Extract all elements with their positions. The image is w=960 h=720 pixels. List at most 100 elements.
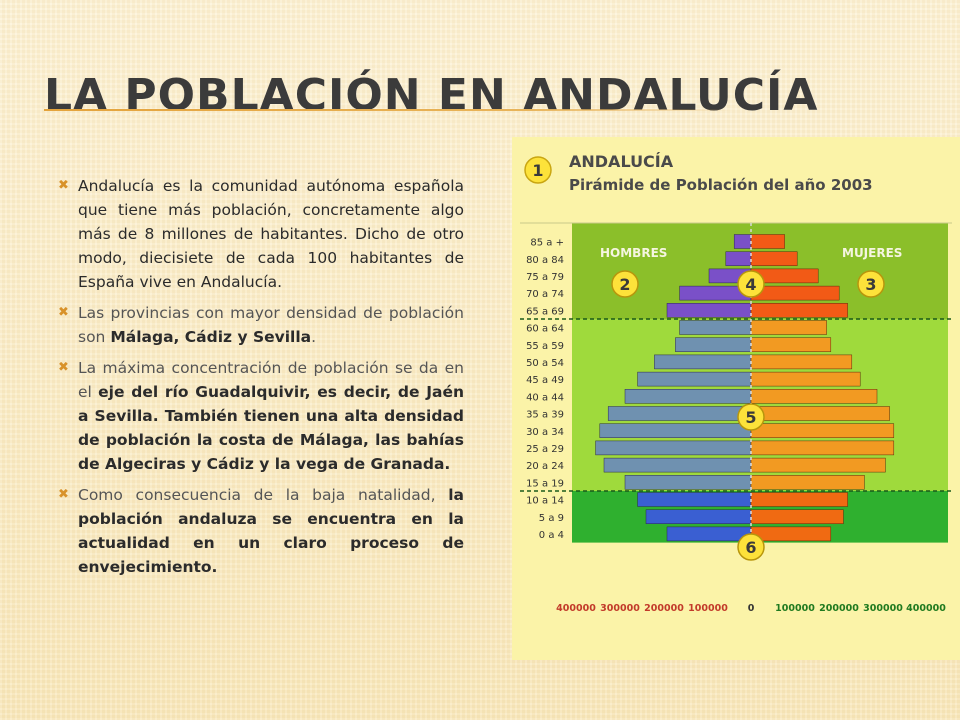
label-women: MUJERES xyxy=(842,246,902,260)
bullet-3: ✖ La máxima concentración de población s… xyxy=(58,356,464,476)
bar-men-15 xyxy=(637,492,752,507)
bar-women-12 xyxy=(750,440,895,456)
bar-women-7 xyxy=(750,354,853,370)
zone-marker-label-5: 5 xyxy=(745,408,756,427)
x-tick-5: 100000 xyxy=(775,603,815,614)
bar-women-13 xyxy=(750,457,886,473)
age-label-14: 15 a 19 xyxy=(526,478,564,489)
label-men: HOMBRES xyxy=(600,246,667,260)
bar-women-4 xyxy=(750,303,848,318)
bullet-1-text: Andalucía es la comunidad autónoma españ… xyxy=(78,177,464,291)
bullet-4-text: Como consecuencia de la baja natalidad, xyxy=(78,486,449,504)
x-tick-2: 200000 xyxy=(644,603,684,614)
age-label-9: 40 a 44 xyxy=(526,392,564,403)
age-label-1: 80 a 84 xyxy=(526,255,564,266)
bar-men-7 xyxy=(654,354,752,370)
zone-marker-label-4: 4 xyxy=(745,275,756,294)
figure-title-line1: ANDALUCÍA xyxy=(569,152,674,171)
bar-women-5 xyxy=(750,320,827,335)
zone-marker-label-3: 3 xyxy=(865,275,876,294)
x-tick-7: 300000 xyxy=(863,603,903,614)
title-underline xyxy=(44,109,734,111)
bar-men-1 xyxy=(725,251,752,266)
age-label-11: 30 a 34 xyxy=(526,427,564,438)
zone-markers: 2 3 4 5 6 xyxy=(611,270,885,561)
age-label-16: 5 a 9 xyxy=(539,513,564,524)
bullet-list: ✖ Andalucía es la comunidad autónoma esp… xyxy=(58,174,464,586)
bullet-3-text: La máxima concentración de población se … xyxy=(78,359,464,401)
bullet-4: ✖ Como consecuencia de la baja natalidad… xyxy=(58,483,464,579)
age-label-7: 50 a 54 xyxy=(526,358,564,369)
bar-women-14 xyxy=(750,475,865,490)
bullet-2-bold: Málaga, Cádiz y Sevilla xyxy=(110,328,312,346)
age-labels: 85 a + 80 a 84 75 a 79 70 a 74 65 a 69 60 a 6… xyxy=(526,238,564,541)
bar-women-6 xyxy=(750,337,832,352)
bar-men-8 xyxy=(637,371,752,387)
age-label-3: 70 a 74 xyxy=(526,289,564,300)
age-label-15: 10 a 14 xyxy=(526,496,564,507)
x-tick-3: 100000 xyxy=(688,603,728,614)
bullet-4-bold: la población andaluza se encuentra en la… xyxy=(78,486,464,576)
bar-men-5 xyxy=(679,320,752,335)
figure-title-line2: Pirámide de Población del año 2003 xyxy=(569,176,873,194)
x-tick-4: 0 xyxy=(748,603,755,614)
bar-men-13 xyxy=(603,457,752,473)
bar-women-8 xyxy=(750,371,861,387)
bullet-marker-icon: ✖ xyxy=(58,487,69,502)
age-label-0: 85 a + xyxy=(530,238,564,249)
x-tick-0: 400000 xyxy=(556,603,596,614)
bullet-2-end: . xyxy=(311,328,317,346)
age-label-17: 0 a 4 xyxy=(539,530,564,541)
age-label-4: 65 a 69 xyxy=(526,306,564,317)
figure-number-label: 1 xyxy=(532,161,543,180)
bar-men-4 xyxy=(666,303,752,318)
zone-marker-circle-2 xyxy=(611,270,639,298)
age-label-13: 20 a 24 xyxy=(526,461,564,472)
zone-marker-label-2: 2 xyxy=(619,275,630,294)
age-label-5: 60 a 64 xyxy=(526,324,564,335)
bullet-marker-icon: ✖ xyxy=(58,360,69,375)
bar-men-12 xyxy=(595,440,752,456)
bullet-2-text: Las provincias con mayor densidad de pob… xyxy=(78,304,464,346)
zone-marker-label-6: 6 xyxy=(745,538,756,557)
bar-men-9 xyxy=(624,389,752,404)
bar-men-14 xyxy=(624,475,752,490)
age-label-2: 75 a 79 xyxy=(526,272,564,283)
bar-women-1 xyxy=(750,251,798,266)
age-label-10: 35 a 39 xyxy=(526,410,564,421)
slide-title: LA POBLACIÓN EN ANDALUCÍA xyxy=(44,70,819,121)
zone-marker-circle-6 xyxy=(737,533,765,561)
bullet-1: ✖ Andalucía es la comunidad autónoma esp… xyxy=(58,174,464,294)
bar-women-0 xyxy=(750,234,785,249)
bar-women-11 xyxy=(750,423,895,438)
bar-men-6 xyxy=(675,337,752,352)
x-tick-1: 300000 xyxy=(600,603,640,614)
age-label-6: 55 a 59 xyxy=(526,341,564,352)
age-label-8: 45 a 49 xyxy=(526,375,564,386)
bullet-3-bold: eje del río Guadalquivir, es decir, de J… xyxy=(78,383,464,473)
x-tick-labels: 400000 300000 200000 100000 0 100000 200000 300… xyxy=(556,603,946,614)
zone-marker-circle-3 xyxy=(857,270,885,298)
zone-marker-circle-5 xyxy=(737,403,765,431)
bullet-marker-icon: ✖ xyxy=(58,178,69,193)
bar-women-15 xyxy=(750,492,848,507)
bar-women-17 xyxy=(750,526,832,542)
bar-women-16 xyxy=(750,509,844,524)
x-tick-6: 200000 xyxy=(819,603,859,614)
bullet-2: ✖ Las provincias con mayor densidad de p… xyxy=(58,301,464,349)
bar-men-10 xyxy=(607,406,752,421)
figure-number-badge xyxy=(524,156,552,184)
bar-women-9 xyxy=(750,389,878,404)
bar-women-10 xyxy=(750,406,890,421)
population-pyramid-image: 1 ANDALUCÍA Pirámide de Población del añ… xyxy=(512,137,960,660)
bullet-marker-icon: ✖ xyxy=(58,305,69,320)
pyramid-bars xyxy=(595,223,895,549)
x-tick-8: 400000 xyxy=(906,603,946,614)
zone-marker-circle-4 xyxy=(737,270,765,298)
bar-men-17 xyxy=(666,526,752,542)
bar-men-0 xyxy=(733,234,752,249)
bar-women-3 xyxy=(750,285,840,301)
age-label-12: 25 a 29 xyxy=(526,444,564,455)
bar-men-11 xyxy=(599,423,752,438)
bar-men-16 xyxy=(645,509,752,524)
